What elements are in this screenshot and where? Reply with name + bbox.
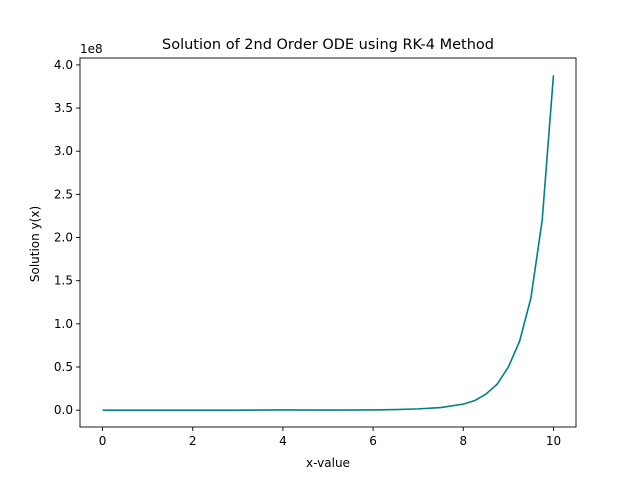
x-axis-label: x-value	[306, 456, 350, 470]
x-tick-label: 10	[546, 434, 561, 448]
x-tick-label: 4	[279, 434, 287, 448]
x-tick-label: 6	[369, 434, 377, 448]
axes-frame	[79, 57, 577, 428]
y-axis-label: Solution y(x)	[28, 206, 42, 282]
y-tick-label: 0.0	[54, 403, 73, 417]
x-tick-label: 2	[189, 434, 197, 448]
y-offset-label: 1e8	[80, 42, 103, 56]
y-tick-label: 3.5	[54, 101, 73, 115]
y-tick-label: 4.0	[54, 58, 73, 72]
y-tick-label: 2.5	[54, 187, 73, 201]
y-tick-label: 2.0	[54, 231, 73, 245]
x-tick-label: 8	[459, 434, 467, 448]
series-line-0	[102, 75, 555, 411]
y-tick-label: 3.0	[54, 144, 73, 158]
plot-area: 0 2 4 6 8 10 0.0 0.5 1.0 1.5 2.0 2.5 3.0 3.5 4.0	[54, 57, 577, 448]
x-tick-label: 0	[99, 434, 107, 448]
y-tick-label: 1.5	[54, 274, 73, 288]
y-tick-label: 1.0	[54, 317, 73, 331]
chart-title: Solution of 2nd Order ODE using RK-4 Met…	[162, 37, 494, 53]
y-tick-label: 0.5	[54, 360, 73, 374]
